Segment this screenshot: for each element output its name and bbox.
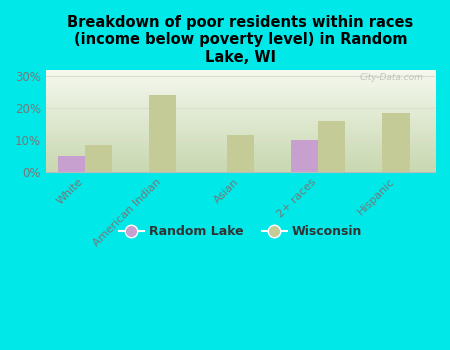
Bar [227,135,254,172]
Bar [85,145,112,172]
Bar [318,121,346,172]
Bar [382,113,410,172]
Text: City-Data.com: City-Data.com [360,73,423,82]
Title: Breakdown of poor residents within races
(income below poverty level) in Random
: Breakdown of poor residents within races… [68,15,414,65]
Bar [149,96,176,172]
Bar [58,156,85,172]
Legend: Random Lake, Wisconsin: Random Lake, Wisconsin [113,220,367,243]
Bar [291,140,318,172]
